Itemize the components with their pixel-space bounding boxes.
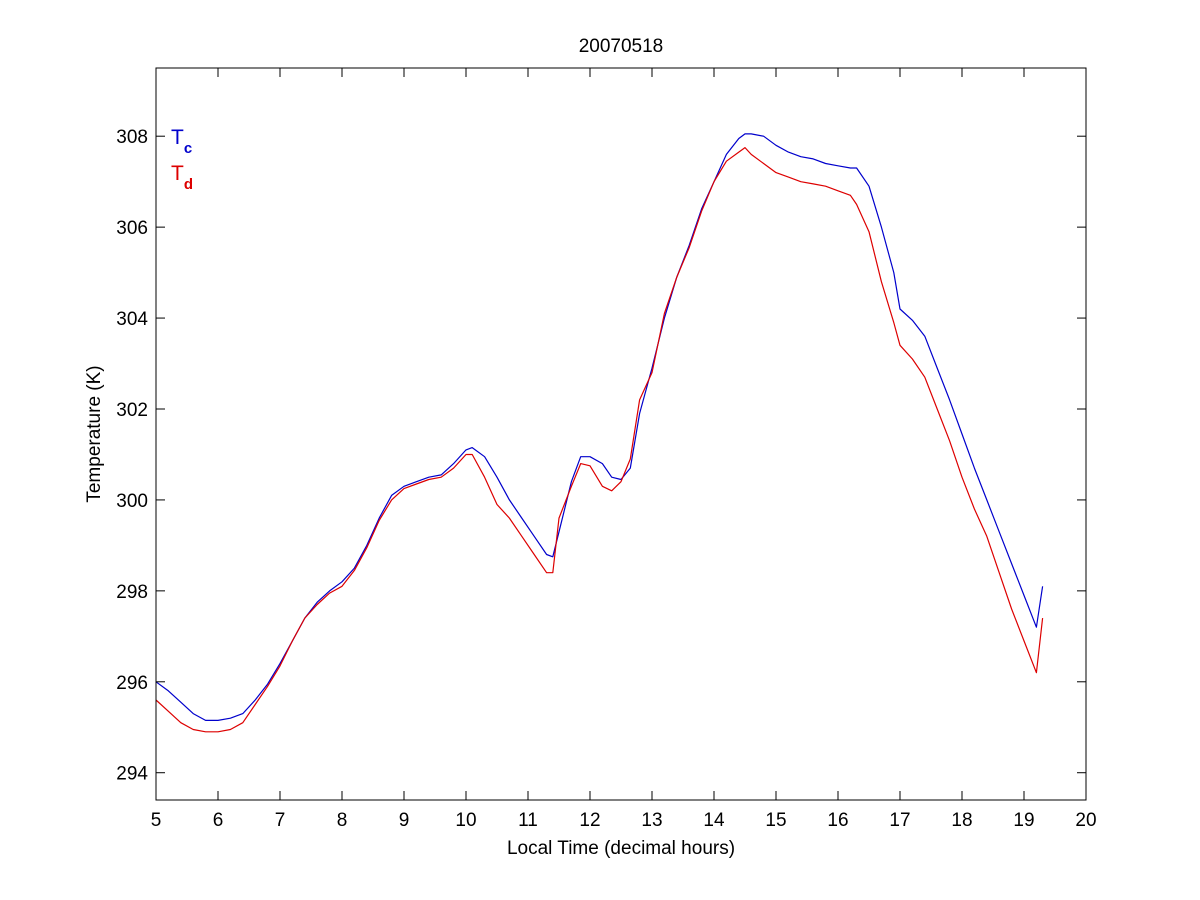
x-tick-label: 8 (337, 810, 348, 831)
x-tick-label: 5 (151, 810, 162, 831)
chart-title: 20070518 (579, 36, 664, 57)
x-tick-label: 6 (213, 810, 224, 831)
series-line-td (155, 147, 1044, 733)
y-tick-label: 296 (116, 673, 148, 694)
y-tick-label: 308 (116, 127, 148, 148)
x-tick-label: 7 (275, 810, 286, 831)
x-tick-label: 10 (455, 810, 476, 831)
y-axis-label: Temperature (K) (84, 365, 105, 502)
legend-tc-sub: c (184, 140, 192, 157)
x-tick-label: 12 (579, 810, 600, 831)
y-tick-label: 304 (116, 309, 148, 330)
legend: Tc Td (171, 126, 193, 193)
x-tick-label: 13 (641, 810, 662, 831)
x-tick-label: 19 (1013, 810, 1034, 831)
legend-td-main: T (171, 162, 184, 185)
x-tick-label: 20 (1075, 810, 1096, 831)
y-tick-label: 300 (116, 491, 148, 512)
legend-entry-tc: Tc (171, 126, 192, 157)
x-tick-label: 11 (518, 810, 538, 831)
y-tick-label: 306 (116, 218, 148, 239)
plot-area (156, 68, 1086, 800)
series-layer (155, 133, 1044, 733)
legend-entry-td: Td (171, 162, 193, 193)
x-tick-label: 15 (765, 810, 786, 831)
y-tick-label: 298 (116, 582, 148, 603)
y-tick-label: 302 (116, 400, 148, 421)
ticks-layer: 5 6 7 8 9 10 11 12 13 14 15 16 17 18 19 20 294 296 298 300 3… (116, 68, 1097, 831)
x-axis-label: Local Time (decimal hours) (507, 838, 735, 859)
x-tick-label: 16 (827, 810, 848, 831)
series-line-tc (155, 133, 1044, 721)
x-tick-label: 17 (889, 810, 910, 831)
x-tick-label: 14 (703, 810, 725, 831)
legend-tc-main: T (171, 126, 184, 149)
x-tick-label: 18 (951, 810, 972, 831)
x-tick-label: 9 (399, 810, 410, 831)
plot-frame (155, 67, 1087, 801)
legend-td-sub: d (184, 176, 193, 193)
y-tick-label: 294 (116, 764, 148, 785)
